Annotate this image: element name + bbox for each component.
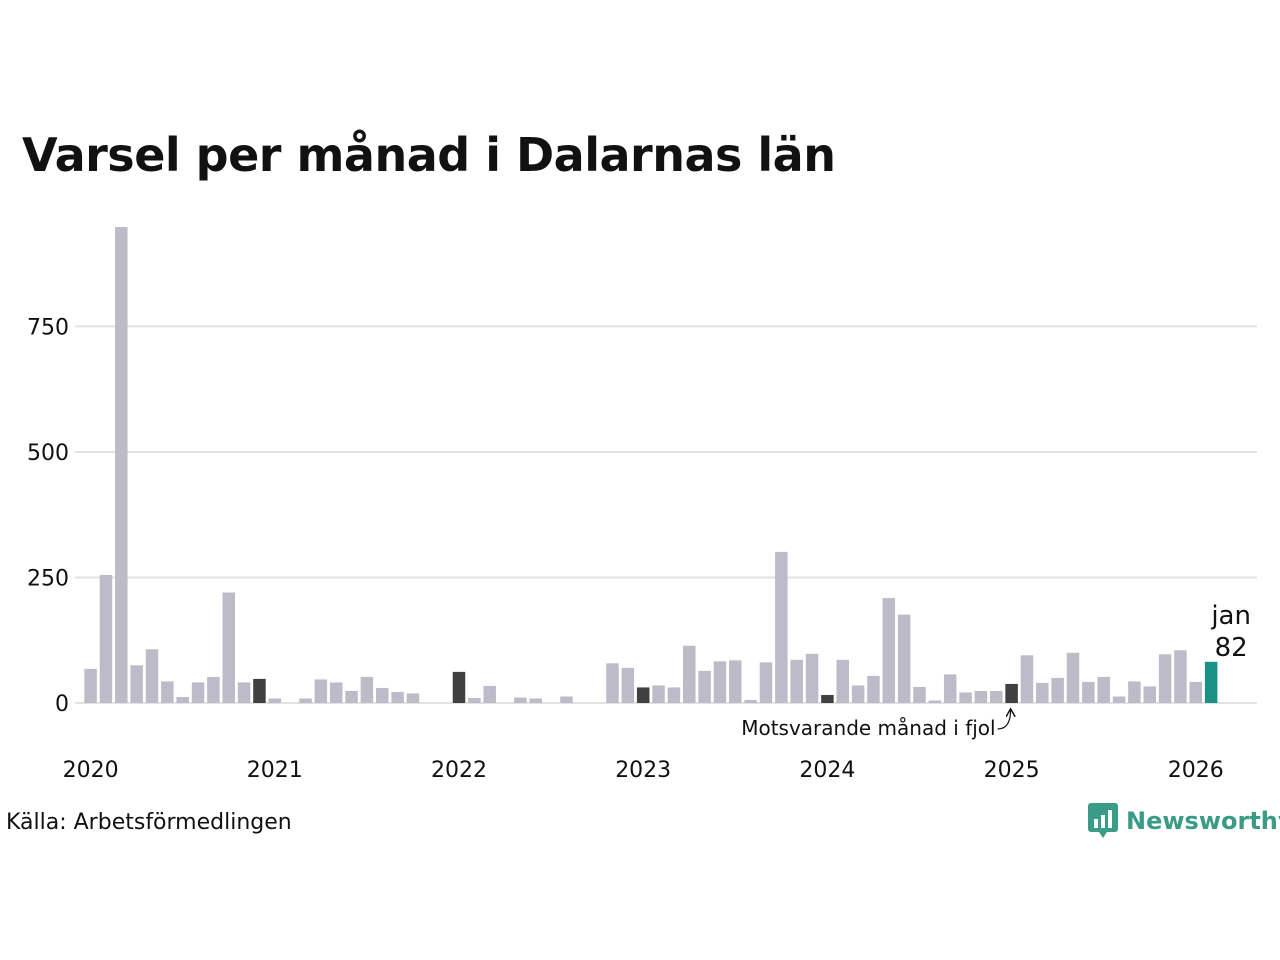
bar (176, 696, 189, 703)
bar (376, 687, 389, 703)
bar (1082, 681, 1095, 703)
bar (667, 687, 681, 703)
x-tick-label: 2021 (247, 758, 303, 783)
bar (161, 681, 174, 703)
bar-same-month-previous-year (1005, 683, 1018, 703)
newsworthy-logo-icon (1088, 803, 1118, 838)
bar (1174, 650, 1187, 703)
brand-logo: Newsworthy (1088, 803, 1280, 839)
bar (990, 690, 1003, 703)
annotation-arrow (997, 710, 1011, 730)
bar (1112, 696, 1126, 703)
y-tick-label: 500 (27, 441, 69, 466)
bar (1128, 681, 1141, 703)
bar (1066, 652, 1080, 703)
bar (851, 685, 865, 703)
bar (391, 691, 404, 703)
bar (360, 676, 374, 703)
bar (867, 675, 880, 703)
bar (913, 686, 926, 703)
y-tick-label: 250 (27, 566, 69, 591)
bar (345, 690, 358, 703)
bar (222, 592, 235, 703)
bar (1097, 676, 1110, 703)
chart-title: Varsel per månad i Dalarnas län (22, 128, 836, 182)
previous-year-annotation: Motsvarande månad i fjol (741, 716, 995, 740)
bar (1020, 655, 1034, 703)
bar (268, 698, 282, 703)
bar-same-month-previous-year (253, 678, 266, 703)
bar (729, 660, 742, 703)
bar (652, 685, 665, 703)
bar (606, 663, 619, 703)
y-tick-label: 750 (27, 315, 69, 340)
brand-name: Newsworthy (1126, 807, 1280, 835)
bar (683, 645, 696, 703)
bar (775, 551, 788, 703)
bar (191, 682, 205, 703)
bar (99, 574, 113, 703)
source-note: Källa: Arbetsförmedlingen (6, 810, 292, 835)
bar (483, 685, 496, 703)
bar (621, 667, 635, 703)
bar (145, 649, 159, 703)
bar (790, 659, 803, 703)
bar (1051, 677, 1064, 703)
x-tick-label: 2022 (431, 758, 487, 783)
bar-same-month-previous-year (452, 671, 466, 703)
bar (406, 693, 420, 703)
bar (897, 614, 911, 703)
x-tick-label: 2024 (799, 758, 855, 783)
bar (698, 670, 711, 703)
bar (314, 679, 328, 703)
bar (744, 699, 757, 703)
bar-current-month (1204, 661, 1218, 703)
bar (805, 653, 819, 703)
bar (237, 682, 251, 703)
current-value-label: 82 (1215, 633, 1248, 663)
bar (928, 700, 942, 703)
bar (882, 598, 896, 703)
bar (115, 227, 128, 703)
x-tick-label: 2025 (984, 758, 1040, 783)
bar (713, 661, 727, 703)
bar (1158, 654, 1172, 703)
bar (468, 697, 481, 703)
bar (130, 665, 143, 703)
y-tick-label: 0 (55, 692, 69, 717)
x-tick-label: 2020 (63, 758, 119, 783)
bar (84, 668, 97, 703)
x-tick-label: 2023 (615, 758, 671, 783)
bar (529, 698, 542, 703)
bar-same-month-previous-year (821, 694, 834, 703)
bar (514, 697, 527, 703)
x-tick-label: 2026 (1168, 758, 1224, 783)
bar (1189, 681, 1203, 703)
bar (943, 674, 957, 703)
bar (759, 662, 773, 703)
bar (1036, 682, 1049, 703)
bar (560, 696, 573, 703)
bar (299, 698, 312, 703)
current-month-label: jan (1210, 601, 1251, 631)
bar (329, 682, 343, 703)
bar-same-month-previous-year (636, 687, 650, 703)
bar (959, 692, 972, 703)
bar (974, 690, 988, 703)
bar (1143, 686, 1156, 703)
bar (836, 659, 849, 703)
bar (207, 676, 220, 703)
